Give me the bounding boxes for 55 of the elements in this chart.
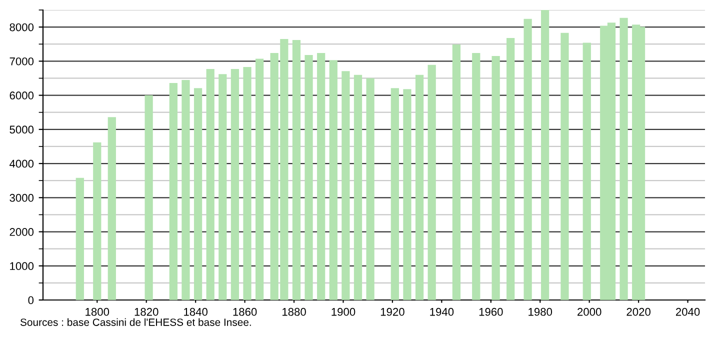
y-tick-label: 0 (28, 296, 34, 304)
x-tick-label: 2040 (676, 308, 700, 316)
x-tick-label: 2020 (626, 308, 650, 316)
bar (108, 117, 116, 300)
bar (243, 66, 252, 300)
x-tick-label: 1920 (380, 308, 404, 316)
bar (169, 83, 178, 300)
bar (218, 74, 227, 300)
bar (415, 74, 424, 300)
bar (452, 44, 461, 300)
bar (329, 60, 338, 300)
bar (524, 18, 532, 300)
y-tick-label: 7000 (10, 57, 34, 66)
bar (292, 40, 301, 300)
y-tick-label: 3000 (10, 194, 34, 202)
bar (540, 10, 550, 300)
bar (506, 38, 515, 300)
x-tick-label: 1860 (233, 308, 257, 316)
bar (428, 64, 436, 300)
x-tick-label: 1940 (430, 308, 454, 316)
y-tick-label: 2000 (10, 228, 34, 236)
bar (317, 52, 326, 300)
y-tick-label: 6000 (10, 92, 34, 100)
x-tick-label: 1820 (134, 308, 158, 316)
bar (93, 142, 102, 300)
bar (182, 80, 190, 300)
bar (560, 32, 569, 300)
y-tick-label: 5000 (10, 126, 34, 134)
bar (256, 58, 264, 300)
bar (403, 89, 412, 300)
y-tick-label: 4000 (10, 160, 34, 168)
x-tick-label: 1880 (282, 308, 306, 316)
bar (230, 69, 240, 300)
bar (472, 52, 480, 300)
bar (366, 78, 374, 300)
source-note: Sources : base Cassini de l'EHESS et base Insee. (20, 318, 251, 326)
x-tick-label: 1840 (184, 308, 208, 316)
x-tick-label: 2000 (578, 308, 602, 316)
bar (342, 71, 350, 300)
bar (206, 69, 214, 300)
bar (492, 56, 500, 300)
x-tick-label: 1800 (86, 308, 110, 316)
x-tick-label: 1900 (332, 308, 356, 316)
x-tick-label: 1980 (528, 308, 552, 316)
bar (620, 18, 628, 300)
x-tick-label: 1960 (479, 308, 503, 316)
bar (390, 88, 399, 300)
bar (304, 55, 313, 300)
bar (76, 178, 84, 300)
bar (582, 42, 591, 300)
y-tick-label: 8000 (10, 23, 34, 32)
bar (354, 74, 362, 300)
bar (194, 88, 202, 300)
bar (144, 95, 153, 300)
y-tick-label: 1000 (10, 262, 34, 270)
